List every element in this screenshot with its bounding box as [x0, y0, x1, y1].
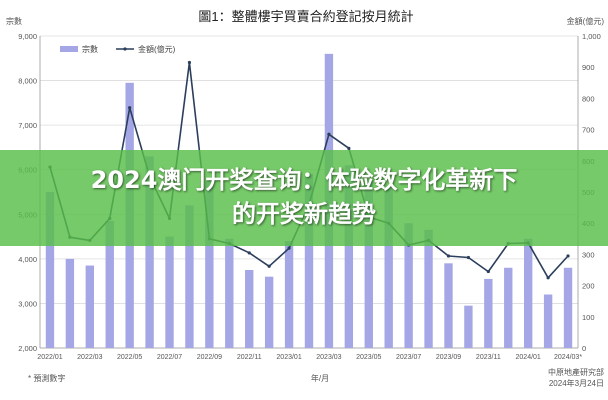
bar [85, 265, 94, 348]
line-point [466, 255, 471, 260]
left-tick-label: 8,000 [18, 77, 37, 86]
bar [344, 165, 354, 348]
line-point [247, 251, 251, 255]
bar [245, 270, 254, 348]
legend-swatch-bar [60, 46, 78, 52]
bar [165, 236, 174, 348]
bar [444, 263, 453, 348]
x-axis: 2022/01 2022/03 2022/05 2022/07 2022/09 2022/… [37, 354, 582, 361]
line-point [287, 246, 291, 250]
bar [264, 276, 274, 348]
x-tick-label: 2024/01 [516, 354, 541, 361]
left-tick-label: 4,000 [18, 255, 37, 264]
bar [464, 305, 473, 348]
bar [225, 238, 234, 348]
left-tick-label: 9,000 [18, 32, 37, 41]
right-tick-label: 200 [582, 282, 595, 291]
headline-line-2: 的开奖新趋势 [232, 200, 376, 228]
chart-title: 圖1：整體樓宇買賣合約登記按月統計 [198, 9, 413, 24]
bar [504, 267, 513, 348]
bar [284, 241, 294, 348]
x-tick-label: 2023/09 [436, 354, 461, 361]
right-tick-label: 900 [582, 63, 595, 72]
right-tick-label: 300 [582, 250, 595, 259]
bar [404, 223, 413, 348]
right-tick-label: 1,000 [582, 32, 601, 41]
x-tick-label: 2022/01 [37, 354, 62, 361]
left-axis-title: 宗數 [6, 16, 22, 26]
line-point [327, 132, 331, 136]
x-tick-label: 2023/05 [356, 354, 381, 361]
bar [205, 180, 214, 348]
bar [384, 187, 393, 348]
x-tick-label: 2022/05 [117, 354, 142, 361]
bar [105, 220, 114, 348]
bar [484, 278, 493, 348]
right-tick-label: 800 [582, 94, 595, 103]
line-point [566, 254, 570, 258]
bar [145, 156, 154, 348]
headline-text: 2024澳门开奖查询：体验数字化革新下 的开奖新趋势 [0, 163, 608, 231]
x-tick-label: 2022/11 [237, 354, 262, 361]
x-tick-label: 2022/07 [157, 354, 182, 361]
line-point [347, 146, 351, 150]
line-point [446, 254, 451, 258]
bar [304, 174, 314, 348]
source-note: 中原地產研究部 [548, 367, 604, 377]
line-point [267, 264, 271, 268]
bar [424, 229, 433, 348]
x-tick-label: 2022/09 [197, 354, 222, 361]
bar [524, 238, 533, 348]
left-tick-label: 2,000 [18, 344, 37, 353]
legend-marker-line [123, 47, 127, 51]
legend-label-line: 金額(億元) [138, 44, 176, 54]
headline-line-1: 2024澳门开奖查询：体验数字化革新下 [90, 166, 518, 194]
line-point [546, 276, 550, 280]
x-tick-label: 2023/01 [276, 354, 301, 361]
legend-label-bar: 宗數 [82, 44, 98, 54]
footnote: * 預測數字 [28, 373, 65, 383]
bar [543, 294, 553, 348]
bar [185, 205, 194, 348]
x-tick-label: 2024/03* [554, 354, 582, 361]
headline-banner [0, 150, 608, 246]
x-tick-label: 2022/03 [77, 354, 102, 361]
bar [65, 258, 75, 348]
x-tick-label: 2023/07 [396, 354, 421, 361]
line-point [187, 60, 192, 65]
date-note: 2024年3月24日 [549, 378, 604, 388]
right-tick-label: 0 [582, 344, 586, 353]
bar [563, 267, 573, 348]
x-tick-label: 2023/03 [316, 354, 341, 361]
left-tick-label: 7,000 [18, 121, 37, 130]
right-tick-label: 700 [582, 126, 595, 135]
line-point [128, 106, 132, 110]
line-point [486, 269, 490, 274]
left-tick-label: 3,000 [18, 299, 37, 308]
right-axis-title: 金額(億元) [567, 16, 605, 26]
legend: 宗數 金額(億元) [60, 44, 176, 54]
bar [45, 192, 55, 348]
bar [364, 180, 373, 348]
x-tick-label: 2023/11 [476, 354, 501, 361]
right-tick-label: 100 [582, 313, 595, 322]
x-axis-title: 年/月 [311, 373, 329, 383]
